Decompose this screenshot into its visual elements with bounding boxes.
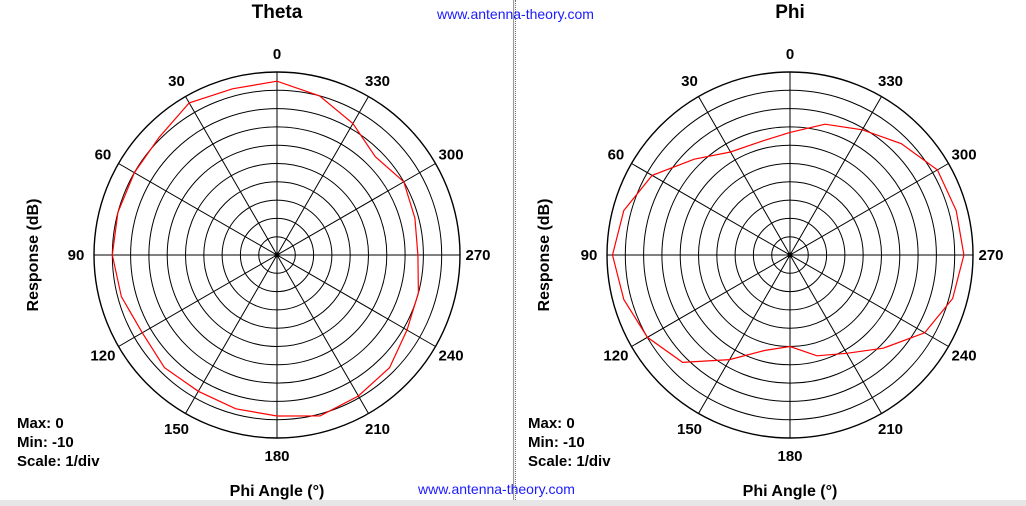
theta-angle-tick-270: 270 bbox=[465, 247, 490, 264]
phi-angle-tick-210: 210 bbox=[878, 421, 903, 438]
theta-scale-label: Scale: 1/div bbox=[17, 453, 100, 470]
theta-center-dot bbox=[274, 252, 280, 258]
phi-panel: Phi 0 30 60 90 120 150 180 210 240 270 300 330 Phi An… bbox=[515, 0, 1026, 506]
phi-angle-tick-180: 180 bbox=[777, 448, 802, 465]
watermark-top: www.antenna-theory.com bbox=[437, 6, 594, 22]
phi-angle-tick-30: 30 bbox=[681, 73, 698, 90]
phi-angle-tick-270: 270 bbox=[978, 247, 1003, 264]
theta-angle-tick-0: 0 bbox=[273, 46, 281, 63]
theta-polar-chart: Theta 0 30 60 90 120 150 180 210 240 270 300 330 Phi … bbox=[25, 2, 491, 500]
phi-scale-label: Scale: 1/div bbox=[528, 453, 611, 470]
theta-angle-tick-210: 210 bbox=[365, 421, 390, 438]
phi-angle-tick-90: 90 bbox=[581, 247, 598, 264]
watermark-bottom: www.antenna-theory.com bbox=[418, 481, 575, 497]
theta-x-axis-label: Phi Angle (°) bbox=[230, 483, 325, 500]
phi-angle-tick-300: 300 bbox=[952, 147, 977, 164]
theta-panel: Theta 0 30 60 90 120 150 180 210 240 270 300 330 Phi … bbox=[0, 0, 514, 506]
phi-y-axis-label: Response (dB) bbox=[536, 199, 553, 312]
theta-min-label: Min: -10 bbox=[17, 434, 74, 451]
theta-max-label: Max: 0 bbox=[17, 415, 64, 432]
theta-angle-tick-300: 300 bbox=[439, 147, 464, 164]
phi-angle-tick-330: 330 bbox=[878, 73, 903, 90]
theta-angle-tick-120: 120 bbox=[90, 348, 115, 365]
theta-y-axis-label: Response (dB) bbox=[25, 199, 42, 312]
phi-x-axis-label: Phi Angle (°) bbox=[743, 483, 838, 500]
phi-center-dot bbox=[787, 252, 793, 258]
phi-angle-tick-240: 240 bbox=[952, 348, 977, 365]
theta-angle-tick-150: 150 bbox=[164, 421, 189, 438]
theta-angle-tick-180: 180 bbox=[264, 448, 289, 465]
theta-angle-tick-240: 240 bbox=[439, 348, 464, 365]
theta-angle-tick-30: 30 bbox=[168, 73, 185, 90]
theta-angle-tick-60: 60 bbox=[95, 147, 112, 164]
phi-angle-tick-60: 60 bbox=[608, 147, 625, 164]
theta-title: Theta bbox=[252, 2, 303, 23]
theta-angle-tick-90: 90 bbox=[68, 247, 85, 264]
phi-min-label: Min: -10 bbox=[528, 434, 585, 451]
phi-max-label: Max: 0 bbox=[528, 415, 575, 432]
phi-angle-tick-0: 0 bbox=[786, 46, 794, 63]
phi-angle-tick-150: 150 bbox=[677, 421, 702, 438]
phi-polar-chart: Phi 0 30 60 90 120 150 180 210 240 270 300 330 Phi An… bbox=[536, 2, 1004, 500]
phi-title: Phi bbox=[775, 2, 805, 23]
bottom-frame bbox=[0, 500, 1026, 506]
phi-angle-tick-120: 120 bbox=[603, 348, 628, 365]
theta-angle-tick-330: 330 bbox=[365, 73, 390, 90]
